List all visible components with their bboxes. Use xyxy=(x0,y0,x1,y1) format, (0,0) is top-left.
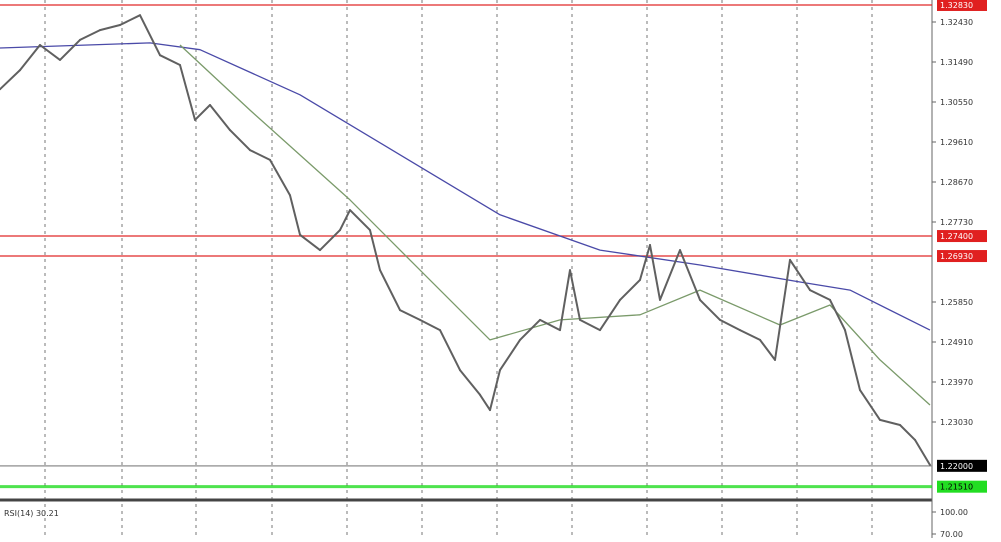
price-point xyxy=(139,14,141,17)
level-label-box xyxy=(937,480,987,493)
level-label: 1.26930 xyxy=(940,252,973,261)
price-point xyxy=(319,249,321,252)
price-point xyxy=(859,389,861,392)
price-point xyxy=(599,329,601,332)
price-point xyxy=(229,129,231,132)
price-point xyxy=(489,409,491,412)
y-tick-label: 1.29610 xyxy=(940,138,973,147)
price-point xyxy=(719,318,721,321)
price-levels: 1.32830 1.27400 1.26930 1.22000 1.21510 xyxy=(0,0,987,493)
price-point xyxy=(699,298,701,301)
rsi-label: RSI(14) 30.21 xyxy=(4,509,59,518)
price-point xyxy=(399,309,401,312)
price-point xyxy=(844,329,846,332)
rsi-tick-label: 70.00 xyxy=(940,530,963,538)
price-point xyxy=(209,103,211,106)
y-tick-label: 1.32430 xyxy=(940,18,973,27)
y-tick-label: 1.31490 xyxy=(940,58,973,67)
price-line xyxy=(0,14,931,466)
level-label: 1.27400 xyxy=(940,232,973,241)
price-point xyxy=(459,369,461,372)
price-point xyxy=(59,58,61,61)
ma-slow-line xyxy=(0,42,931,331)
level-label: 1.22000 xyxy=(940,462,973,471)
price-point xyxy=(379,269,381,272)
price-point xyxy=(499,369,501,372)
price-point xyxy=(179,63,181,66)
price-point xyxy=(579,318,581,321)
price-point xyxy=(339,229,341,232)
y-tick-label: 1.28670 xyxy=(940,178,973,187)
y-tick-label: 1.25850 xyxy=(940,298,973,307)
grid xyxy=(0,0,933,538)
price-point xyxy=(349,209,351,212)
ma-fast-line xyxy=(179,44,931,406)
price-point xyxy=(559,329,561,332)
level-label-box xyxy=(937,459,987,472)
level-label: 1.32830 xyxy=(940,1,973,10)
price-point xyxy=(439,329,441,332)
y-tick-label: 1.23970 xyxy=(940,378,973,387)
price-point xyxy=(619,298,621,301)
level-label-box xyxy=(937,250,987,263)
price-point xyxy=(929,463,931,466)
y-tick-label: 1.23030 xyxy=(940,418,973,427)
y-tick-label: 1.24910 xyxy=(940,338,973,347)
price-point xyxy=(739,329,741,332)
price-point xyxy=(369,229,371,232)
y-tick-label: 1.27730 xyxy=(940,218,973,227)
price-point xyxy=(659,298,661,301)
price-point xyxy=(914,438,916,441)
rsi-pane: 100.00 70.00 xyxy=(932,508,968,539)
price-point xyxy=(299,233,301,236)
price-point xyxy=(479,393,481,396)
price-point xyxy=(194,118,196,121)
price-point xyxy=(899,423,901,426)
rsi-tick-label: 100.00 xyxy=(940,508,968,517)
price-axis: 1.32430 1.31490 1.30550 1.29610 1.28670 1.277… xyxy=(932,18,973,427)
price-point xyxy=(809,289,811,292)
price-point xyxy=(879,418,881,421)
price-point xyxy=(639,278,641,281)
price-point xyxy=(99,29,101,32)
price-point xyxy=(39,43,41,46)
price-point xyxy=(249,149,251,152)
price-point xyxy=(269,158,271,161)
price-point xyxy=(79,38,81,41)
price-point xyxy=(419,318,421,321)
price-point xyxy=(159,54,161,57)
price-point xyxy=(759,338,761,341)
price-point xyxy=(539,318,541,321)
price-point xyxy=(649,243,651,246)
level-label-box xyxy=(937,230,987,243)
level-label-box xyxy=(937,0,987,11)
price-point xyxy=(569,269,571,272)
price-point xyxy=(789,258,791,261)
price-point xyxy=(519,338,521,341)
series xyxy=(0,14,931,466)
y-tick-label: 1.30550 xyxy=(940,98,973,107)
price-point xyxy=(679,249,681,252)
price-point xyxy=(774,358,776,361)
price-point xyxy=(19,69,21,72)
price-point xyxy=(829,298,831,301)
level-label: 1.21510 xyxy=(940,483,973,492)
price-point xyxy=(0,88,1,91)
price-point xyxy=(289,194,291,197)
price-point xyxy=(119,23,121,26)
